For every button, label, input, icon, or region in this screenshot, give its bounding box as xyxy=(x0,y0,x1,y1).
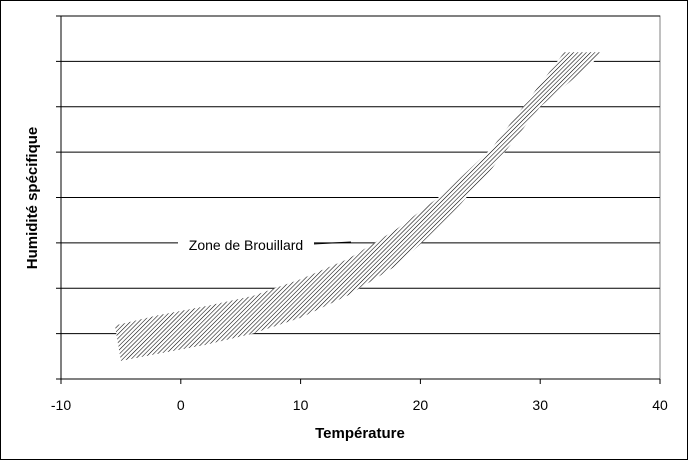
x-tick-label: -10 xyxy=(51,397,71,413)
y-axis-title: Humidité spécifique xyxy=(24,127,41,270)
x-tick-label: 20 xyxy=(413,397,429,413)
x-tick-label: 10 xyxy=(293,397,309,413)
x-tick-label: 30 xyxy=(532,397,548,413)
x-tick-label: 0 xyxy=(177,397,185,413)
annotation-leader-line xyxy=(312,241,352,245)
series-layer xyxy=(114,52,601,361)
fog-zone-band xyxy=(114,52,601,361)
annotation-background xyxy=(178,234,314,254)
annotation-fog-zone: Zone de Brouillard xyxy=(189,237,303,253)
x-ticks: -10 0 10 20 30 40 xyxy=(51,379,668,413)
x-tick-label: 40 xyxy=(652,397,668,413)
x-axis-title: Température xyxy=(315,425,405,442)
